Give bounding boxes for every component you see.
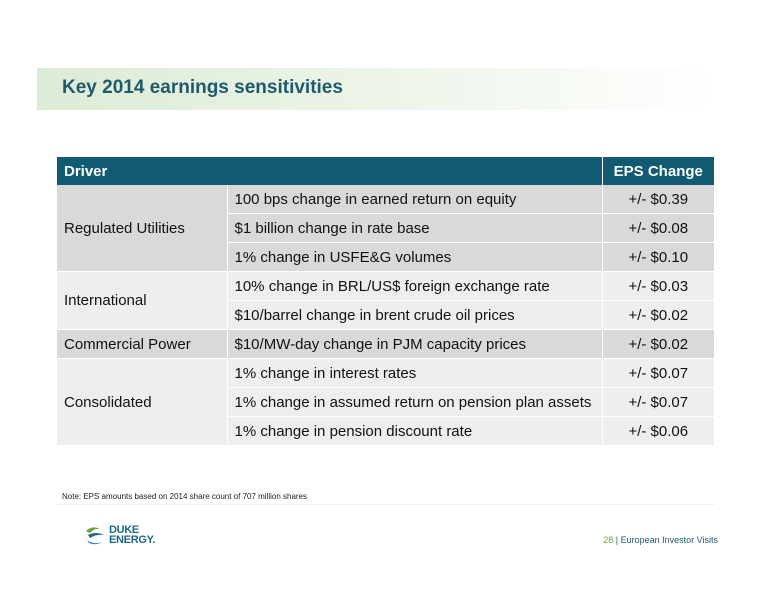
header-eps-change: EPS Change [602, 157, 715, 185]
driver-regulated-utilities: Regulated Utilities [57, 185, 228, 272]
sensitivities-table: Driver EPS Change Regulated Utilities 10… [57, 157, 715, 446]
table-row: 1% change in assumed return on pension p… [57, 387, 715, 417]
sensitivity-description: 10% change in BRL/US$ foreign exchange r… [227, 271, 603, 301]
sensitivity-description: 100 bps change in earned return on equit… [227, 185, 603, 214]
logo-line-1: DUKE [109, 524, 139, 536]
driver-international: International [57, 271, 228, 330]
slide-footer: 28 | European Investor Visits [603, 535, 718, 545]
sensitivity-description: 1% change in USFE&G volumes [227, 242, 603, 272]
slide-title: Key 2014 earnings sensitivities [62, 77, 343, 98]
footer-label: European Investor Visits [620, 535, 718, 545]
eps-change-value: +/- $0.10 [602, 242, 715, 272]
sensitivity-description: 1% change in assumed return on pension p… [227, 387, 603, 417]
eps-change-value: +/- $0.06 [602, 416, 715, 446]
footnote: Note: EPS amounts based on 2014 share co… [62, 492, 308, 501]
table-row: International 10% change in BRL/US$ fore… [57, 271, 715, 330]
footer-separator: | [613, 535, 621, 545]
sensitivity-description: $10/MW-day change in PJM capacity prices [227, 329, 603, 359]
page-number: 28 [603, 535, 614, 545]
table-row: $1 billion change in rate base +/- $0.08 [57, 213, 715, 243]
header-driver: Driver [57, 157, 603, 185]
eps-change-value: +/- $0.02 [602, 329, 715, 359]
table-row: Regulated Utilities 100 bps change in ea… [57, 185, 715, 272]
logo-line-2: ENERGY. [109, 534, 156, 546]
sensitivity-description: 1% change in pension discount rate [227, 416, 603, 446]
table-row: 1% change in USFE&G volumes +/- $0.10 [57, 242, 715, 272]
duke-energy-logo-icon [84, 525, 108, 547]
eps-change-value: +/- $0.07 [602, 387, 715, 417]
table-header-row: Driver EPS Change [57, 157, 715, 185]
driver-consolidated: Consolidated [57, 358, 228, 446]
sensitivity-description: 1% change in interest rates [227, 358, 603, 388]
table-row: $10/barrel change in brent crude oil pri… [57, 300, 715, 330]
eps-change-value: +/- $0.07 [602, 358, 715, 388]
eps-change-value: +/- $0.39 [602, 185, 715, 214]
eps-change-value: +/- $0.08 [602, 213, 715, 243]
title-band [37, 68, 716, 110]
divider [57, 504, 714, 505]
sensitivity-description: $1 billion change in rate base [227, 213, 603, 243]
logo-wordmark: DUKE ENERGY. [109, 524, 156, 546]
driver-commercial-power: Commercial Power [57, 329, 228, 359]
table-row: Consolidated 1% change in interest rates… [57, 358, 715, 446]
table-row: 1% change in pension discount rate +/- $… [57, 416, 715, 446]
table-row: Commercial Power $10/MW-day change in PJ… [57, 329, 715, 359]
eps-change-value: +/- $0.02 [602, 300, 715, 330]
sensitivity-description: $10/barrel change in brent crude oil pri… [227, 300, 603, 330]
eps-change-value: +/- $0.03 [602, 271, 715, 301]
